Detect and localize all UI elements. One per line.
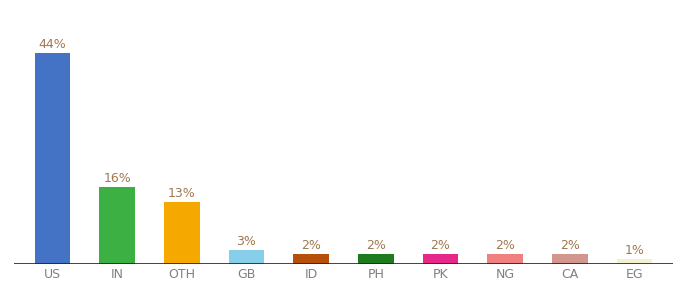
Bar <box>99 187 135 264</box>
Text: 2%: 2% <box>301 239 321 253</box>
Bar <box>293 254 329 264</box>
Text: 2%: 2% <box>560 239 579 253</box>
Bar <box>164 202 199 264</box>
Bar <box>35 53 70 264</box>
Bar <box>358 254 394 264</box>
Text: 13%: 13% <box>168 187 196 200</box>
Text: 1%: 1% <box>624 244 645 257</box>
Text: 2%: 2% <box>430 239 450 253</box>
Bar <box>228 250 265 264</box>
Text: 16%: 16% <box>103 172 131 185</box>
Text: 2%: 2% <box>495 239 515 253</box>
Text: 2%: 2% <box>366 239 386 253</box>
Bar <box>488 254 523 264</box>
Text: 3%: 3% <box>237 235 256 248</box>
Bar <box>422 254 458 264</box>
Text: 44%: 44% <box>39 38 66 51</box>
Bar <box>617 259 652 264</box>
Bar <box>552 254 588 264</box>
